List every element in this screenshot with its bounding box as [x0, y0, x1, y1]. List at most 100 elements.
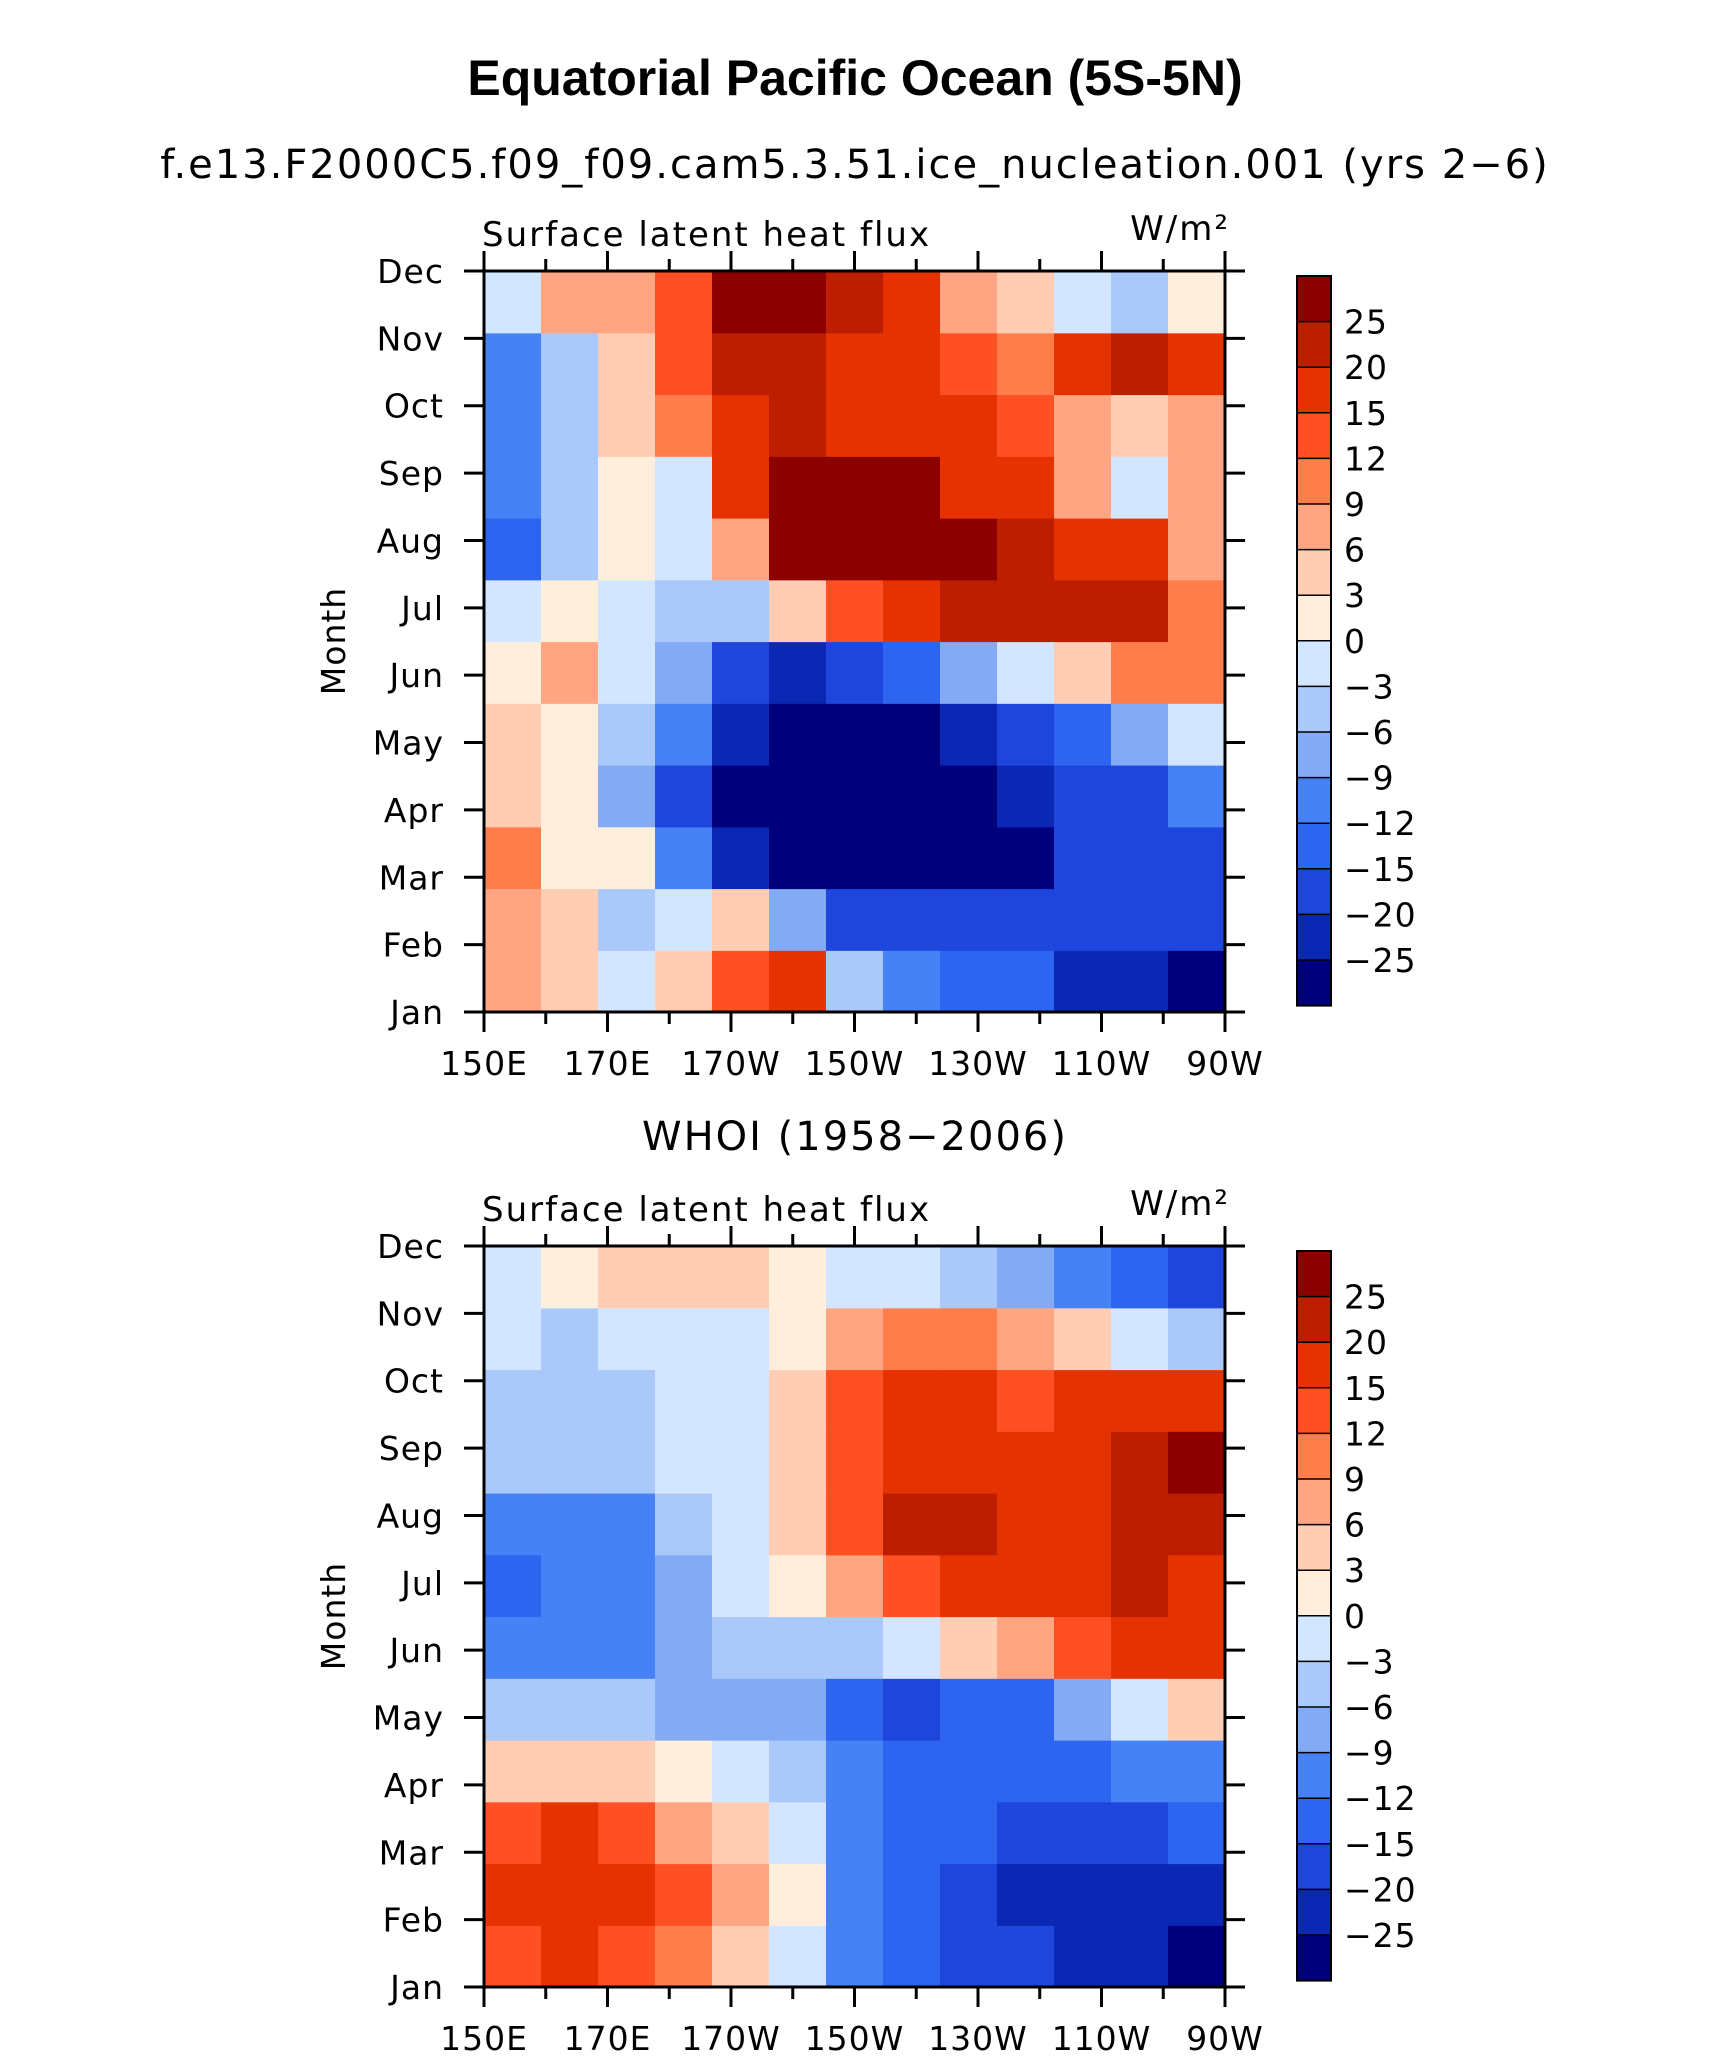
heatmap-cell	[541, 1246, 599, 1309]
colorbar-swatch	[1297, 1433, 1331, 1480]
heatmap-cell	[883, 579, 941, 643]
heatmap-cell	[598, 1863, 656, 1926]
colorbar-swatch	[1297, 412, 1331, 459]
heatmap-cell	[598, 332, 656, 396]
colorbar-model: 25 20 15 12 9 6 3 0 −3 −6 −9 −12 −15 −20 −25	[1296, 275, 1417, 1007]
heatmap-cell	[826, 1554, 884, 1618]
heatmap-cell	[598, 888, 656, 951]
colorbar-label: 15	[1344, 394, 1388, 433]
heatmap-cell	[826, 888, 884, 951]
heatmap-cell	[655, 579, 713, 643]
colorbar-label: −25	[1344, 1916, 1417, 1955]
colorbar-label: 20	[1344, 348, 1388, 387]
heatmap-cell	[655, 950, 713, 1013]
heatmap-cell	[826, 641, 884, 704]
heatmap-cell	[1054, 456, 1112, 519]
heatmap-cell	[826, 1863, 884, 1926]
heatmap-cell	[826, 394, 884, 457]
y-tick-label: Sep	[379, 454, 444, 493]
heatmap-cell	[598, 826, 656, 890]
heatmap-cell	[826, 1616, 884, 1679]
heatmap-cell	[940, 1801, 998, 1865]
heatmap-cell	[1111, 826, 1169, 890]
y-tick-label: Apr	[384, 791, 444, 830]
colorbar-swatch	[1297, 1524, 1331, 1571]
heatmap-cell	[1111, 394, 1169, 457]
heatmap-cell	[826, 826, 884, 890]
colorbar-label: 12	[1344, 1414, 1388, 1453]
heatmap-cell	[883, 1246, 941, 1309]
heatmap-cell	[484, 703, 542, 766]
heatmap-cell	[655, 1801, 713, 1865]
colorbar-swatch	[1297, 1661, 1331, 1708]
heatmap-cell	[1168, 1493, 1226, 1556]
heatmap-cell	[655, 1554, 713, 1618]
heatmap-cell	[598, 1554, 656, 1618]
heatmap-cell	[712, 1740, 770, 1803]
heatmap-cell	[769, 1740, 827, 1803]
heatmap-cell	[598, 1925, 656, 1988]
heatmap-cell	[997, 765, 1055, 828]
y-tick-label: Dec	[377, 252, 444, 291]
colorbar-swatch	[1297, 686, 1331, 733]
colorbar-swatch	[1297, 1479, 1331, 1526]
heatmap-cell	[883, 1431, 941, 1494]
colorbar-label: −9	[1344, 759, 1395, 798]
heatmap-cell	[598, 271, 656, 334]
heatmap-cell	[1168, 579, 1226, 643]
x-tick-label: 130W	[928, 2019, 1028, 2058]
heatmap-cell	[940, 1369, 998, 1432]
heatmap-cell	[712, 1801, 770, 1865]
heatmap-whoi	[484, 1246, 1226, 1988]
colorbar-swatch	[1297, 640, 1331, 687]
heatmap-cell	[712, 1307, 770, 1371]
colorbar-label: 9	[1344, 485, 1366, 524]
heatmap-cell	[484, 1925, 542, 1988]
heatmap-cell	[1168, 1431, 1226, 1494]
heatmap-cell	[1168, 641, 1226, 704]
y-tick-label: Oct	[384, 1362, 444, 1401]
panel-label-model: Surface latent heat flux	[482, 215, 931, 255]
x-tick-label: 170W	[681, 1044, 781, 1083]
heatmap-cell	[1111, 1431, 1169, 1494]
heatmap-cell	[1054, 1801, 1112, 1865]
heatmap-cell	[1054, 579, 1112, 643]
heatmap-cell	[541, 703, 599, 766]
heatmap-cell	[940, 579, 998, 643]
colorbar-label: 15	[1344, 1369, 1388, 1408]
colorbar-swatch	[1297, 321, 1331, 368]
colorbar-label: 0	[1344, 622, 1366, 661]
heatmap-cell	[655, 1369, 713, 1432]
heatmap-cell	[997, 1616, 1055, 1679]
heatmap-cell	[484, 518, 542, 581]
heatmap-cell	[883, 1863, 941, 1926]
heatmap-cell	[883, 641, 941, 704]
colorbar-swatch	[1297, 1615, 1331, 1662]
heatmap-cell	[940, 332, 998, 396]
colorbar-label: 20	[1344, 1323, 1388, 1362]
colorbar-swatch	[1297, 914, 1331, 961]
colorbar-label: 3	[1344, 1551, 1366, 1590]
heatmap-cell	[598, 456, 656, 519]
heatmap-cell	[712, 888, 770, 951]
heatmap-cell	[1054, 765, 1112, 828]
heatmap-cell	[826, 1740, 884, 1803]
heatmap-cell	[1111, 518, 1169, 581]
heatmap-cell	[1054, 1925, 1112, 1988]
heatmap-cell	[484, 1863, 542, 1926]
heatmap-cell	[541, 1801, 599, 1865]
heatmap-cell	[1054, 888, 1112, 951]
heatmap-cell	[883, 1801, 941, 1865]
x-tick-label: 150E	[440, 2019, 528, 2058]
heatmap-cell	[541, 1678, 599, 1741]
heatmap-cell	[712, 950, 770, 1013]
heatmap-cell	[769, 950, 827, 1013]
heatmap-cell	[769, 1493, 827, 1556]
heatmap-cell	[769, 1246, 827, 1309]
heatmap-cell	[1168, 1801, 1226, 1865]
heatmap-cell	[598, 950, 656, 1013]
heatmap-cell	[769, 518, 827, 581]
heatmap-cell	[598, 1678, 656, 1741]
colorbar-label: −25	[1344, 941, 1417, 980]
heatmap-cell	[484, 1246, 542, 1309]
